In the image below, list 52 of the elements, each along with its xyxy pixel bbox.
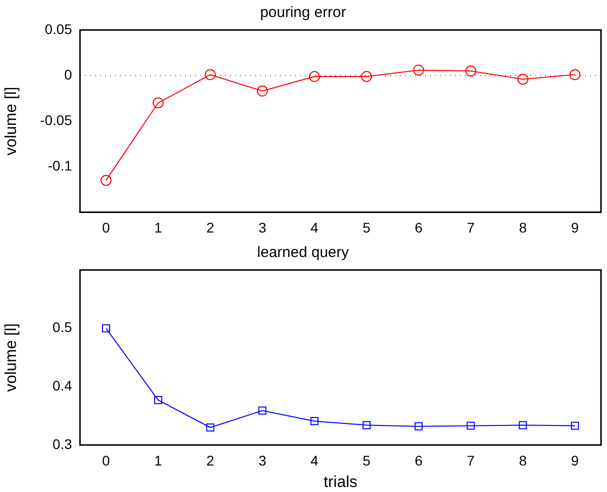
point xyxy=(258,406,266,415)
x-tick-label: 6 xyxy=(414,219,423,236)
point xyxy=(256,86,268,97)
x-tick-label: 4 xyxy=(310,452,319,468)
x-tick-label: 9 xyxy=(571,452,580,468)
x-tick-label: 8 xyxy=(518,219,527,236)
point xyxy=(310,417,318,426)
point xyxy=(466,422,475,430)
x-tick-label: 5 xyxy=(362,452,371,468)
point xyxy=(570,422,579,430)
y-tick-label: 0.3 xyxy=(52,436,72,452)
y-tick-label: 0.5 xyxy=(52,319,72,336)
x-tick-label: 8 xyxy=(518,452,527,468)
x-tick-label: 3 xyxy=(258,452,266,468)
x-tick-label: 7 xyxy=(466,219,475,236)
point xyxy=(152,97,164,108)
chart-title: learned query xyxy=(257,244,350,262)
point xyxy=(414,422,423,430)
x-tick-label: 1 xyxy=(154,452,162,468)
point xyxy=(206,423,214,432)
point xyxy=(361,70,372,82)
point xyxy=(100,174,112,186)
x-axis-title: trials xyxy=(324,474,358,491)
point xyxy=(518,421,527,430)
x-tick-label: 5 xyxy=(362,219,371,236)
point xyxy=(102,324,110,332)
y-tick-label: 0 xyxy=(64,66,72,82)
x-tick-label: 4 xyxy=(310,219,319,236)
point xyxy=(465,65,476,76)
y-tick-label: 0.4 xyxy=(52,378,72,394)
x-tick-label: 2 xyxy=(206,452,214,468)
y-axis-title: volume [l] xyxy=(3,86,20,156)
point xyxy=(569,69,580,80)
point xyxy=(308,70,320,82)
y-tick-label: -0.05 xyxy=(40,112,72,128)
chart-title: pouring error xyxy=(260,4,346,22)
point xyxy=(362,421,371,430)
y-axis-title: volume [l] xyxy=(3,323,20,392)
x-tick-label: 0 xyxy=(102,452,110,468)
x-tick-label: 6 xyxy=(414,452,423,468)
x-tick-label: 9 xyxy=(571,219,580,236)
y-tick-label: 0.05 xyxy=(44,20,72,37)
y-tick-label: -0.1 xyxy=(48,158,72,174)
x-tick-label: 3 xyxy=(258,219,266,236)
point xyxy=(517,74,528,85)
x-tick-label: 1 xyxy=(154,219,162,236)
x-tick-label: 0 xyxy=(102,219,110,236)
x-tick-label: 2 xyxy=(206,219,214,236)
point xyxy=(204,69,216,80)
x-tick-label: 7 xyxy=(466,452,475,468)
point xyxy=(413,64,424,76)
point xyxy=(154,396,162,404)
